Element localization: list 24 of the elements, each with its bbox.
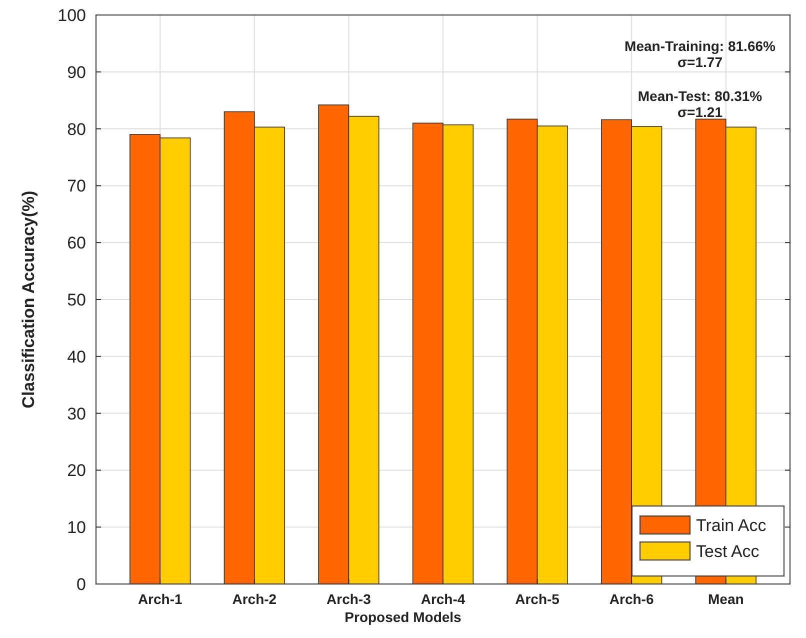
- x-axis-title: Proposed Models: [344, 609, 462, 625]
- legend-label: Test Acc: [696, 542, 760, 561]
- x-tick-label: Arch-2: [232, 591, 277, 607]
- y-tick-label: 70: [67, 176, 86, 196]
- y-tick-label: 0: [76, 574, 86, 594]
- y-tick-label: 20: [67, 461, 86, 480]
- x-tick-label: Arch-6: [609, 591, 654, 607]
- annotation: Mean-Training: 81.66% σ=1.77: [624, 38, 776, 70]
- y-tick-label: 90: [67, 62, 86, 82]
- x-tick-label: Arch-4: [420, 591, 466, 607]
- y-tick-label: 50: [67, 290, 86, 310]
- y-tick-label: 80: [67, 120, 86, 139]
- annotation: Mean-Test: 80.31% σ=1.21: [638, 88, 763, 120]
- x-tick-label: Arch-1: [138, 591, 182, 607]
- legend-label: Train Acc: [696, 516, 767, 535]
- y-tick-label: 100: [58, 6, 86, 25]
- x-tick-label: Arch-5: [515, 591, 560, 607]
- x-tick-label: Arch-3: [326, 591, 372, 607]
- x-tick-label: Mean: [708, 591, 744, 607]
- y-axis-title: Classification Accuracy(%): [19, 190, 38, 408]
- y-tick-label: 10: [67, 518, 86, 538]
- y-tick-label: 40: [67, 347, 86, 366]
- y-tick-label: 30: [67, 404, 86, 424]
- y-tick-label: 60: [67, 234, 86, 253]
